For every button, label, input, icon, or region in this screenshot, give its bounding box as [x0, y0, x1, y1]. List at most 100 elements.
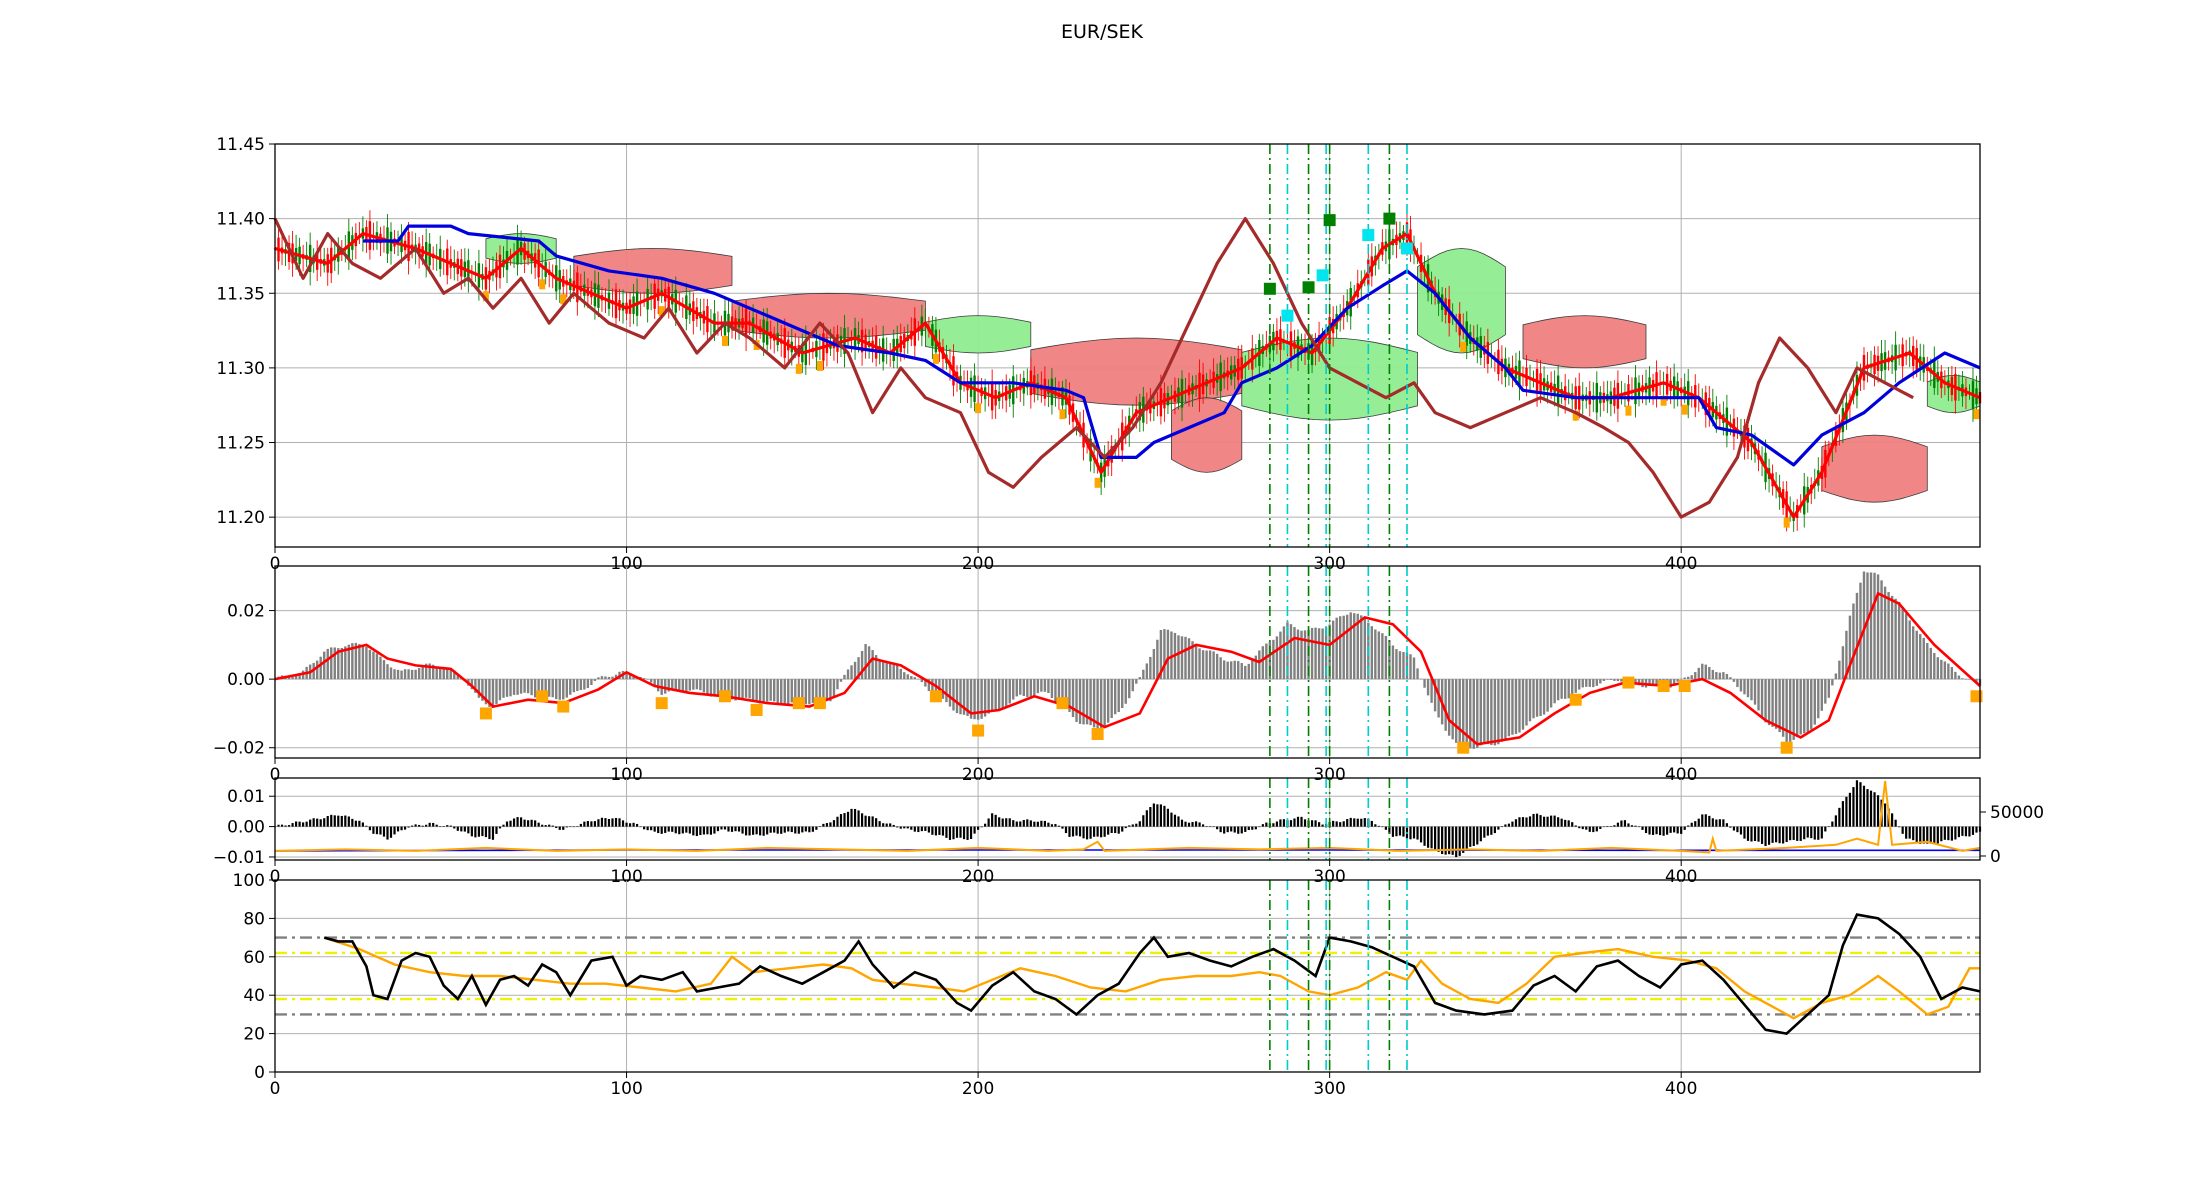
volume-bar [600, 817, 604, 827]
macd-histogram-bar [1423, 679, 1426, 688]
macd-histogram-bar [1539, 679, 1542, 716]
macd-histogram-bar [646, 679, 649, 680]
macd-histogram-bar [1099, 679, 1103, 730]
volume-bar [913, 826, 916, 832]
macd-histogram-bar [379, 656, 382, 680]
volume-bar [1187, 822, 1191, 827]
volume-bar [994, 814, 997, 827]
macd-histogram-bar [1880, 580, 1883, 680]
volume-bar [825, 823, 829, 827]
volume-bar [488, 826, 491, 840]
volume-bar [1310, 820, 1314, 827]
volume-bar [1001, 818, 1004, 827]
volume-bar [1613, 825, 1616, 827]
volume-bar [1760, 826, 1764, 844]
volume-bar [498, 826, 502, 829]
macd-histogram-bar [1247, 663, 1250, 680]
volume-bar [1370, 820, 1373, 827]
macd-histogram-bar [1525, 679, 1528, 726]
macd-histogram-bar [1113, 679, 1117, 715]
macd-histogram-bar [1180, 636, 1184, 680]
volume-bar [1121, 826, 1124, 832]
volume-bar [1567, 820, 1570, 827]
macd-histogram-bar [389, 667, 393, 680]
x-tick-label: 300 [1313, 765, 1345, 785]
volume-bar [382, 826, 386, 837]
volume-bar [1377, 825, 1380, 827]
macd-histogram-bar [1469, 679, 1472, 749]
volume-bar [1205, 826, 1208, 827]
volume-bar [660, 826, 663, 834]
macd-histogram-bar [1110, 679, 1113, 719]
volume-bar [527, 820, 530, 827]
macd-histogram-bar [920, 679, 924, 683]
volume-bar [832, 820, 836, 827]
macd-histogram-bar [1890, 595, 1894, 680]
volume-bar [1813, 826, 1816, 840]
macd-marker [929, 690, 942, 703]
volume-bar [1922, 826, 1925, 844]
macd-histogram-bar [1535, 679, 1539, 717]
volume-bar [1093, 826, 1096, 837]
volume-bar [1180, 819, 1184, 827]
volume-bar [280, 824, 284, 827]
macd-histogram-bar [1040, 679, 1043, 692]
volume-bar [853, 808, 857, 827]
macd-histogram-bar [1078, 679, 1082, 724]
volume-bar [474, 826, 477, 838]
ichimoku-cloud [1522, 315, 1647, 369]
macd-histogram-bar [1479, 679, 1483, 746]
macd-histogram-bar [1068, 679, 1071, 712]
volume-bar [1419, 826, 1423, 843]
volume-bar [1782, 826, 1785, 844]
volume-bar [316, 818, 319, 827]
volume-bar [481, 826, 484, 837]
macd-histogram-bar [948, 679, 952, 707]
volume-bar [1314, 820, 1317, 827]
x-tick-label: 0 [270, 1079, 281, 1099]
volume-bar [794, 826, 797, 834]
volume-bar [1641, 826, 1644, 830]
macd-histogram-bar [1254, 655, 1258, 680]
macd-histogram-bar [1005, 679, 1008, 707]
macd-histogram-bar [512, 679, 516, 695]
macd-histogram-bar [889, 662, 892, 680]
macd-histogram-bar [1240, 662, 1243, 680]
volume-bar [1912, 826, 1915, 841]
volume-bar [857, 810, 860, 827]
price-line-2 [273, 217, 1914, 519]
macd-histogram-bar [1338, 616, 1342, 680]
macd-histogram-bar [1676, 679, 1679, 682]
macd-histogram-bar [1201, 650, 1205, 680]
volume-bar [713, 826, 716, 834]
volume-bar [1490, 826, 1493, 835]
macd-histogram-bar [783, 679, 786, 706]
macd-histogram-bar [1563, 679, 1567, 699]
volume-bar [298, 821, 301, 827]
macd-histogram-bar [509, 679, 512, 697]
volume-bar [611, 818, 614, 827]
volume-bar [1525, 817, 1528, 827]
x-tick-label: 300 [1313, 1079, 1345, 1099]
macd-histogram-bar [372, 651, 375, 680]
macd-histogram-bar [962, 679, 966, 715]
volume-bar [453, 826, 456, 829]
volume-bar [389, 826, 393, 838]
volume-bar [502, 824, 505, 827]
volume-bar [1426, 826, 1430, 848]
volume-bar [941, 826, 945, 836]
macd-histogram-bar [407, 669, 410, 680]
volume-bar [730, 826, 734, 832]
volume-bar [1571, 822, 1574, 827]
volume-bar [653, 826, 656, 832]
macd-histogram-bar [1511, 679, 1514, 735]
volume-bar [1817, 826, 1820, 840]
x-tick-label: 0 [270, 867, 281, 887]
macd-histogram-bar [899, 668, 902, 680]
ichimoku-cloud [1171, 397, 1243, 473]
macd-histogram-bar [1542, 679, 1546, 715]
macd-histogram-bar [1549, 679, 1553, 708]
macd-histogram-bar [1430, 679, 1433, 703]
macd-histogram-bar [1356, 613, 1359, 680]
